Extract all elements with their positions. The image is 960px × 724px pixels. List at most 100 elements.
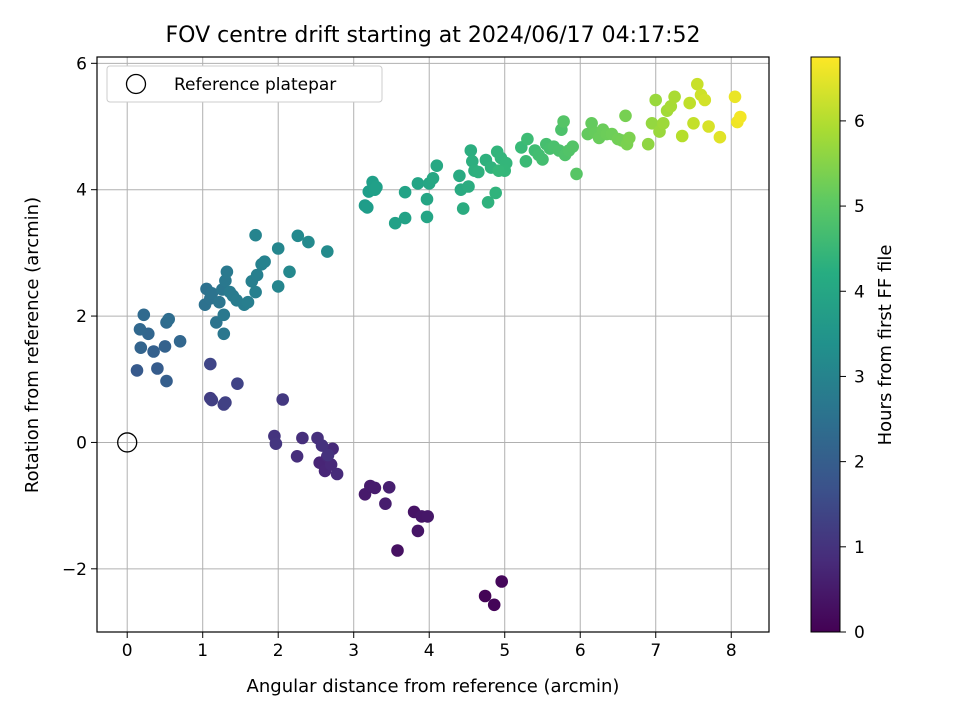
y-axis-label: Rotation from reference (arcmin) [22,197,43,493]
data-point [466,155,479,168]
data-point [151,362,164,375]
y-tick-label: 2 [76,307,87,327]
reference-point [117,432,138,453]
data-point [315,439,329,452]
data-point [487,598,501,612]
colorbar-tick-label: 2 [854,453,865,473]
y-tick-label: 6 [76,54,87,74]
data-point [398,185,412,199]
y-tick-label: −2 [62,560,87,580]
data-point [269,437,283,451]
data-point [296,431,309,445]
y-tick-label: 4 [76,181,87,201]
data-point [158,340,172,353]
data-point [657,117,670,130]
x-tick-label: 1 [197,641,208,661]
data-point [472,165,485,179]
data-point [495,575,509,588]
data-point [683,96,696,110]
x-axis-ticks: 0 1 2 3 4 5 6 7 8 [122,632,737,661]
data-point [391,544,404,557]
x-axis-label: Angular distance from reference (arcmin) [247,676,620,697]
chart-title: FOV centre drift starting at 2024/06/17 … [166,23,701,48]
data-point [691,77,704,91]
data-point [411,524,425,538]
y-tick-label: 0 [76,433,87,453]
data-point [283,265,296,279]
colorbar-ticks: 0 1 2 3 4 5 6 [840,112,865,643]
colorbar-gradient [810,56,841,633]
data-point [162,312,175,326]
plot-frame [96,56,770,633]
data-point [675,129,689,143]
x-tick-label: 3 [348,641,359,661]
x-tick-label: 7 [650,641,661,661]
data-point [453,169,466,183]
data-point [133,323,147,336]
data-point [130,364,144,377]
data-point [420,192,434,206]
data-point [492,164,506,177]
data-points [130,77,747,612]
data-point [276,393,290,406]
data-point [623,131,636,145]
data-point [698,93,712,107]
colorbar: 0 1 2 3 4 5 6 Hours from first FF file [810,56,896,643]
data-point [566,140,579,153]
data-point [645,117,659,130]
data-point [219,396,232,409]
data-point [137,308,151,322]
legend-marker [125,73,147,95]
data-point [668,90,681,104]
data-point [271,280,285,293]
data-point [687,117,700,130]
data-point [205,287,219,300]
data-point [462,180,475,193]
data-point [330,467,344,481]
data-point [213,295,226,309]
data-point [324,458,338,471]
data-point [536,153,549,166]
data-point [302,235,315,249]
x-tick-label: 5 [499,641,510,661]
data-point [290,450,304,463]
data-point [370,180,383,194]
data-point [519,155,533,168]
x-tick-label: 2 [273,641,284,661]
data-point [204,357,217,371]
data-point [478,589,492,603]
data-point [585,117,598,130]
data-point [134,341,148,355]
data-point [249,285,262,299]
data-point [570,167,583,181]
colorbar-tick-label: 6 [854,112,865,132]
colorbar-tick-label: 3 [854,367,865,387]
data-point [321,448,335,462]
data-point [456,202,470,215]
x-tick-label: 4 [424,641,435,661]
data-point [649,93,662,107]
colorbar-tick-label: 4 [854,282,865,302]
colorbar-tick-label: 5 [854,197,865,217]
colorbar-tick-label: 0 [854,623,865,643]
data-point [147,345,160,358]
data-point [464,144,478,157]
data-point [231,377,244,391]
data-point [249,228,262,242]
data-point [173,335,187,348]
data-point [420,210,434,224]
data-point [205,393,219,407]
data-point [217,308,231,322]
data-point [411,177,425,190]
x-tick-label: 0 [122,641,133,661]
data-point [271,242,285,255]
data-point [728,90,742,104]
data-point [664,100,678,113]
data-point [321,245,334,258]
data-point [702,120,715,133]
data-point [481,196,495,209]
data-point [619,109,632,123]
grid-lines [97,57,769,632]
x-tick-label: 8 [726,641,737,661]
